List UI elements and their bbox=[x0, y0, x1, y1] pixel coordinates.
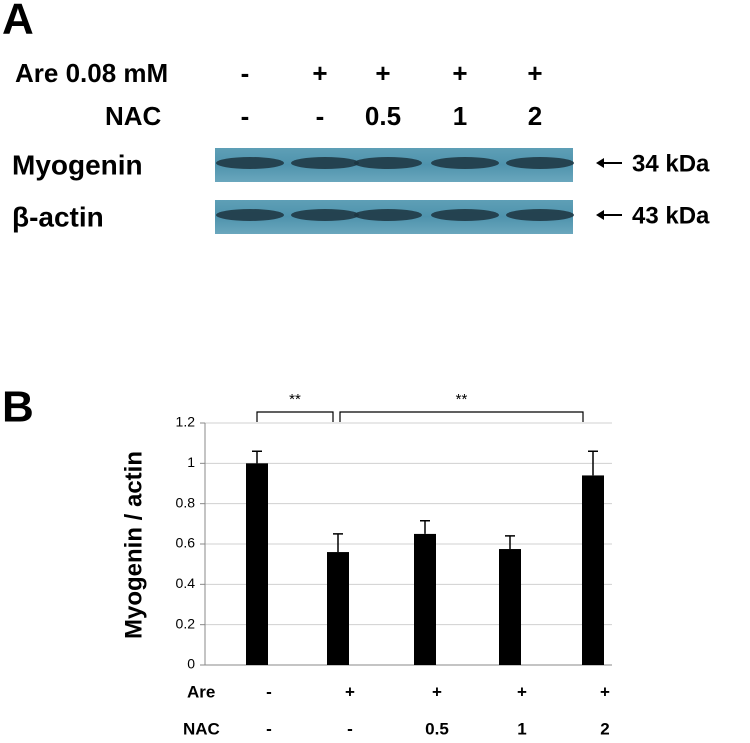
row-value: - bbox=[266, 719, 272, 738]
error-bar bbox=[505, 535, 515, 550]
error-bar bbox=[588, 450, 598, 476]
y-tick-label: 1.2 bbox=[176, 414, 196, 430]
significance: ** bbox=[289, 391, 301, 408]
y-tick-label: 0.6 bbox=[176, 535, 196, 551]
lane-label: - bbox=[241, 58, 250, 88]
row-value: 2 bbox=[600, 719, 609, 738]
row-value: + bbox=[600, 682, 610, 701]
lane-label: 2 bbox=[528, 101, 542, 131]
bar bbox=[499, 549, 521, 665]
band bbox=[431, 209, 499, 221]
band bbox=[291, 209, 359, 221]
row-value: - bbox=[266, 682, 272, 701]
lane-label: + bbox=[452, 58, 467, 88]
bar bbox=[327, 552, 349, 665]
row-value: 1 bbox=[517, 719, 526, 738]
row-value: + bbox=[345, 682, 355, 701]
panel-label: B bbox=[2, 383, 34, 432]
lane-label: - bbox=[241, 101, 250, 131]
arrow-head bbox=[596, 158, 604, 168]
error-bar bbox=[420, 520, 430, 534]
band-size: 34 kDa bbox=[632, 150, 710, 177]
y-tick-label: 0.4 bbox=[176, 575, 196, 591]
band bbox=[216, 209, 284, 221]
lane-label: + bbox=[527, 58, 542, 88]
band bbox=[291, 157, 359, 169]
arrow-head bbox=[596, 210, 604, 220]
row-value: + bbox=[432, 682, 442, 701]
error-bar bbox=[333, 533, 343, 553]
lane-label: + bbox=[312, 58, 327, 88]
row-value: + bbox=[517, 682, 527, 701]
band bbox=[354, 157, 422, 169]
band bbox=[216, 157, 284, 169]
significance: ** bbox=[456, 391, 468, 408]
row-label: NAC bbox=[105, 101, 162, 131]
band bbox=[506, 209, 574, 221]
bracket bbox=[339, 411, 584, 422]
lane-label: + bbox=[375, 58, 390, 88]
band bbox=[354, 209, 422, 221]
y-axis-label: Myogenin / actin bbox=[120, 451, 147, 639]
band-label: Myogenin bbox=[12, 149, 143, 180]
row-label: Are 0.08 mM bbox=[15, 58, 168, 88]
row-label: Are bbox=[187, 682, 215, 701]
lane-label: 1 bbox=[453, 101, 467, 131]
band-label: β-actin bbox=[12, 201, 104, 232]
row-label: NAC bbox=[183, 719, 220, 738]
y-tick-label: 1 bbox=[187, 454, 195, 470]
bar bbox=[582, 475, 604, 665]
band bbox=[431, 157, 499, 169]
error-bar bbox=[252, 450, 262, 464]
bracket bbox=[256, 411, 334, 422]
y-tick-label: 0 bbox=[187, 656, 195, 672]
row-value: - bbox=[347, 719, 353, 738]
panel-label: A bbox=[2, 0, 34, 44]
lane-label: 0.5 bbox=[365, 101, 401, 131]
y-tick-label: 0.8 bbox=[176, 494, 196, 510]
y-tick-label: 0.2 bbox=[176, 615, 196, 631]
band bbox=[506, 157, 574, 169]
row-value: 0.5 bbox=[425, 719, 449, 738]
bar bbox=[414, 533, 436, 665]
bar bbox=[246, 463, 268, 665]
band-size: 43 kDa bbox=[632, 202, 710, 229]
lane-label: - bbox=[316, 101, 325, 131]
